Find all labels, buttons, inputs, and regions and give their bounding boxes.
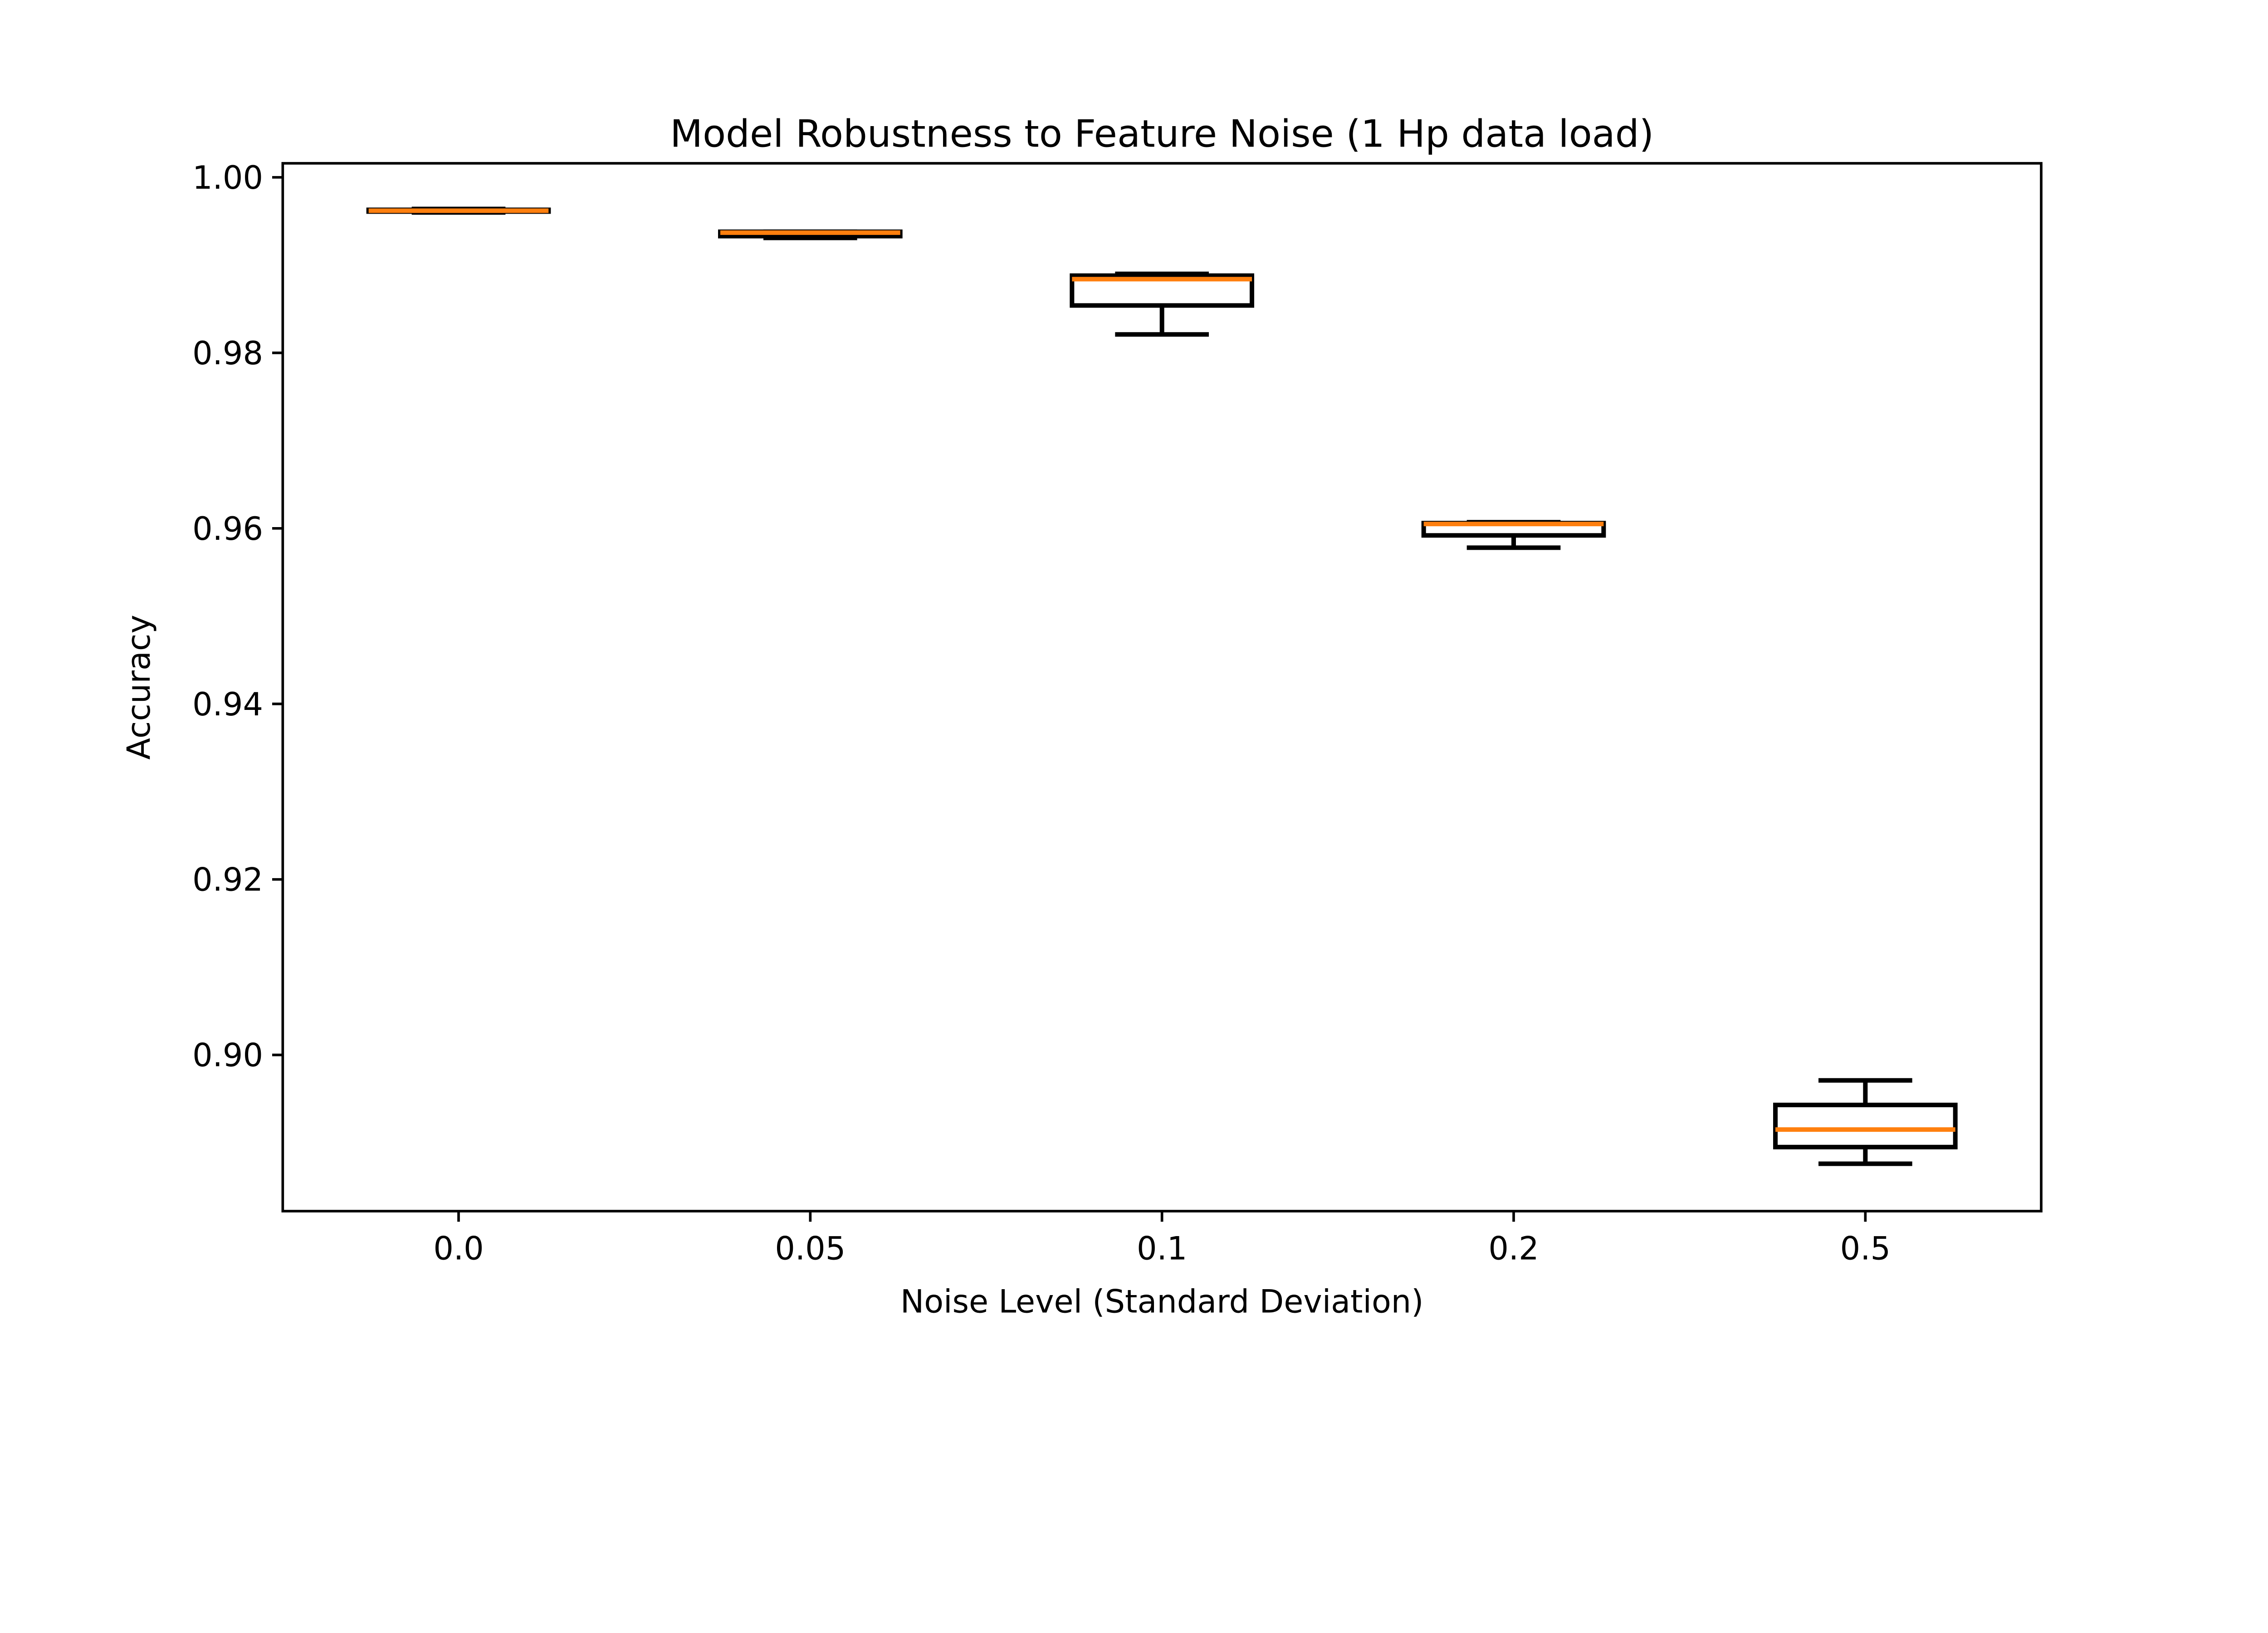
y-tick-label: 0.94	[192, 686, 263, 723]
x-tick-label: 0.1	[1137, 1230, 1187, 1267]
chart-title: Model Robustness to Feature Noise (1 Hp …	[670, 112, 1654, 156]
x-tick-label: 0.2	[1488, 1230, 1539, 1267]
figure: 1.00 0.98 0.96 0.94 0.92 0.90 0.0 0.05 0.1 0.2 0.5…	[120, 112, 2043, 1320]
y-axis-label: Accuracy	[120, 615, 157, 760]
y-tick-label: 0.90	[192, 1037, 263, 1074]
y-tick-label: 1.00	[192, 159, 263, 196]
x-tick-label: 0.0	[433, 1230, 484, 1267]
y-tick-label: 0.92	[192, 861, 263, 899]
y-tick-label: 0.98	[192, 335, 263, 372]
plot-area: 1.00 0.98 0.96 0.94 0.92 0.90 0.0 0.05 0.1 0.2 0.5	[192, 159, 2043, 1267]
y-tick-label: 0.96	[192, 510, 263, 548]
boxplot-chart: 1.00 0.98 0.96 0.94 0.92 0.90 0.0 0.05 0.1 0.2 0.5…	[120, 112, 2043, 1320]
box-rect	[1773, 1102, 1958, 1149]
x-tick-label: 0.5	[1840, 1230, 1891, 1267]
box-rect	[1070, 273, 1255, 308]
x-axis-label: Noise Level (Standard Deviation)	[900, 1283, 1424, 1320]
x-tick-label: 0.05	[775, 1230, 846, 1267]
